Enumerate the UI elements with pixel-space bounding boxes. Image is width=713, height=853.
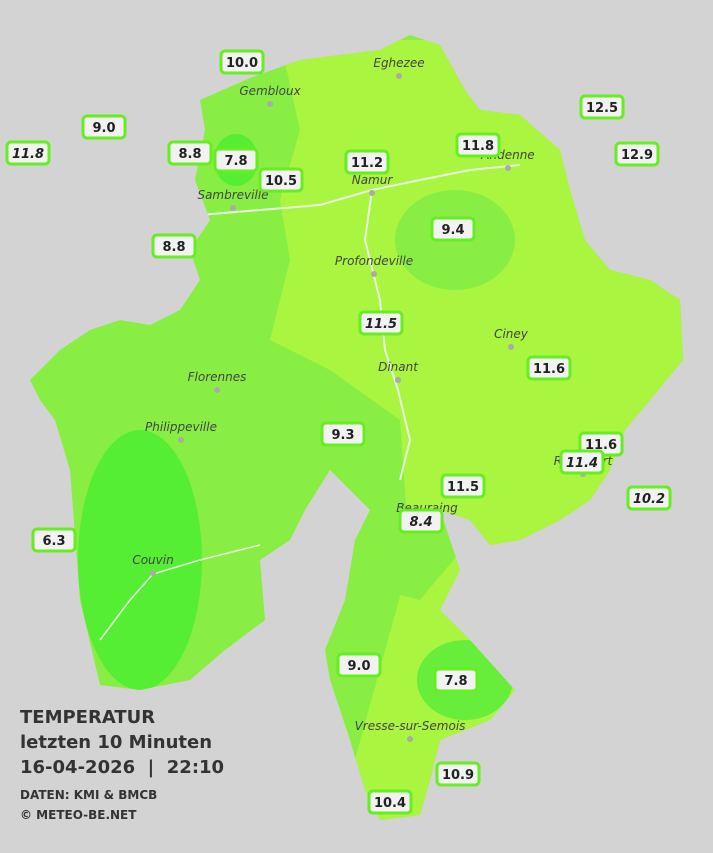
legend-source: DATEN: KMI & BMCB [20, 788, 157, 802]
station-box [440, 473, 486, 499]
station-box [430, 216, 476, 242]
station-box [433, 667, 479, 693]
station-box [336, 652, 382, 678]
station-label: 10.2 [633, 492, 665, 507]
station-box [151, 233, 197, 259]
station-box [258, 167, 304, 193]
station-label: 11.5 [365, 317, 397, 332]
station-label: 11.8 [12, 147, 44, 162]
city-dot [371, 271, 377, 277]
station-label: 9.4 [441, 223, 464, 238]
station-label: 10.9 [442, 768, 474, 783]
zone-dark [78, 430, 202, 690]
city-dot [230, 205, 236, 211]
station-label: 6.3 [42, 534, 65, 549]
station-label: 11.6 [585, 438, 617, 453]
station-box [526, 355, 572, 381]
station-label: 10.5 [265, 174, 297, 189]
station-box [5, 140, 51, 166]
city-label: Namur [352, 173, 394, 187]
city-label: Eghezee [373, 56, 424, 70]
station-label: 7.8 [444, 674, 467, 689]
station-label: 11.6 [533, 362, 565, 377]
city-dot [178, 437, 184, 443]
stations: 10.0 9.0 11.8 8.8 7.8 10.5 11.2 11.8 12.5 12.9 8.8… [5, 49, 672, 815]
city-label: Sambreville [197, 188, 268, 202]
station-label: 10.0 [226, 56, 258, 71]
station-label: 8.8 [178, 147, 201, 162]
city-dot [369, 190, 375, 196]
station-label: 9.0 [92, 121, 115, 136]
station-label: 10.4 [374, 796, 406, 811]
city-dot [395, 377, 401, 383]
station-box [213, 147, 259, 173]
legend-timestamp: 16-04-2026 | 22:10 [20, 757, 224, 778]
station-box [367, 789, 413, 815]
station-box [320, 421, 366, 447]
river [363, 189, 412, 481]
city-label: Couvin [132, 553, 173, 567]
station-label: 8.8 [162, 240, 185, 255]
city-dot [396, 73, 402, 79]
city-dot [407, 736, 413, 742]
station-label: 12.9 [621, 148, 653, 163]
city-dot [214, 387, 220, 393]
station-box [559, 449, 605, 475]
city-label: Gembloux [239, 84, 301, 98]
station-box [455, 132, 501, 158]
station-box [579, 94, 625, 120]
station-label: 12.5 [586, 101, 618, 116]
station-box [358, 310, 404, 336]
station-label: 7.8 [224, 154, 247, 169]
station-label: 11.8 [462, 139, 494, 154]
legend-copyright: © METEO-BE.NET [20, 808, 137, 822]
city-dot [267, 101, 273, 107]
legend-subtitle: letzten 10 Minuten [20, 732, 212, 753]
legend-title: TEMPERATUR [20, 707, 155, 728]
station-label: 11.4 [566, 456, 598, 471]
cities: EghezeeGemblouxAndenneNamurSambrevillePr… [132, 56, 614, 742]
station-box [81, 114, 127, 140]
city-dot [508, 344, 514, 350]
station-box [435, 761, 481, 787]
city-label: Philippeville [145, 420, 217, 434]
city-label: Dinant [378, 360, 419, 374]
station-box [626, 485, 672, 511]
station-box [219, 49, 265, 75]
city-label: Ciney [494, 327, 529, 341]
station-box [167, 140, 213, 166]
station-label: 11.5 [447, 480, 479, 495]
station-box [614, 141, 660, 167]
station-label: 9.3 [331, 428, 354, 443]
station-box [31, 527, 77, 553]
station-label: 8.4 [409, 515, 432, 530]
city-dot [505, 165, 511, 171]
city-label: Florennes [188, 370, 247, 384]
station-label: 9.0 [347, 659, 370, 674]
city-label: Profondeville [335, 254, 413, 268]
city-dot [150, 570, 156, 576]
city-label: Vresse-sur-Semois [355, 719, 466, 733]
station-box [398, 508, 444, 534]
station-label: 11.2 [351, 156, 383, 171]
station-box [344, 149, 390, 175]
